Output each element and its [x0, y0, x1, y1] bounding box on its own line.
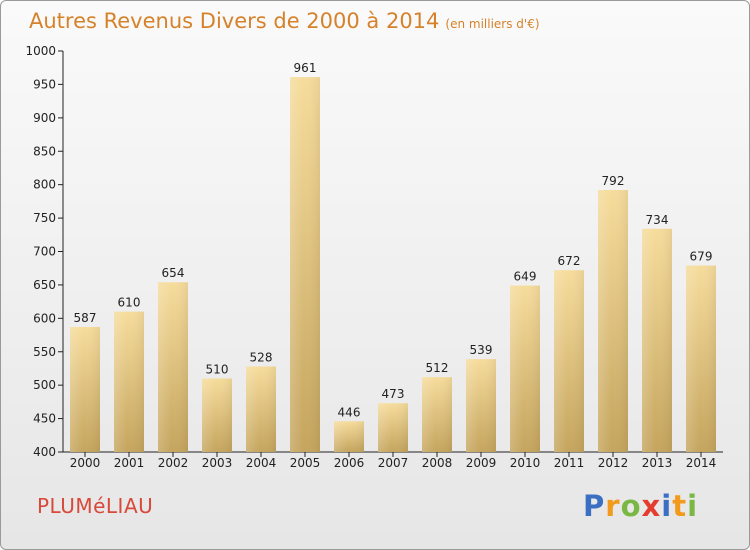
x-tick-label-2010: 2010: [510, 456, 541, 470]
bar-shine-2005: [290, 77, 320, 452]
bar-shine-2001: [114, 311, 144, 452]
city-name: PLUMéLIAU: [37, 494, 154, 518]
logo-letter: P: [583, 489, 606, 523]
y-tick-label: 1000: [25, 44, 56, 58]
logo-letter: i: [661, 489, 673, 523]
chart-units-note: (en milliers d'€): [445, 17, 540, 31]
bar-shine-2000: [70, 327, 100, 452]
data-label-2001: 610: [118, 296, 141, 310]
y-tick-label: 700: [33, 245, 56, 259]
bar-shine-2008: [422, 377, 452, 452]
bars: [70, 77, 716, 452]
x-tick-label-2008: 2008: [422, 456, 453, 470]
logo-letter: x: [641, 489, 662, 523]
data-label-2011: 672: [558, 254, 581, 268]
x-tick-label-2011: 2011: [554, 456, 585, 470]
y-tick-label: 850: [33, 144, 56, 158]
y-tick-label: 650: [33, 278, 56, 292]
data-label-2014: 679: [690, 250, 713, 264]
bar-shine-2013: [642, 228, 672, 452]
x-tick-label-2012: 2012: [598, 456, 629, 470]
chart-title: Autres Revenus Divers de 2000 à 2014: [29, 9, 440, 33]
bar-shine-2010: [510, 285, 540, 452]
bar-shine-2009: [466, 359, 496, 452]
bar-shine-2007: [378, 403, 408, 452]
logo-letter: o: [620, 489, 642, 523]
data-label-2003: 510: [206, 362, 229, 376]
data-label-2008: 512: [426, 361, 449, 375]
y-tick-label: 500: [33, 378, 56, 392]
data-labels: 587 610 654 510 528 961 446 473 512 539 649 672 792 7…: [74, 61, 713, 419]
logo-letter: t: [672, 489, 688, 523]
x-tick-label-2013: 2013: [642, 456, 673, 470]
logo-letter: r: [605, 489, 621, 523]
data-label-2012: 792: [602, 174, 625, 188]
data-label-2009: 539: [470, 343, 493, 357]
x-axis: 2000 2001 2002 2003 2004 2005 2006 2007 2008 2009…: [63, 451, 723, 470]
data-label-2005: 961: [294, 61, 317, 75]
bar-shine-2014: [686, 265, 716, 452]
data-label-2010: 649: [514, 270, 537, 284]
x-tick-label-2006: 2006: [334, 456, 365, 470]
x-tick-label-2009: 2009: [466, 456, 497, 470]
bar-shine-2002: [158, 282, 188, 452]
data-label-2006: 446: [338, 405, 361, 419]
y-tick-label: 550: [33, 345, 56, 359]
x-tick-label-2003: 2003: [202, 456, 233, 470]
x-tick-label-2007: 2007: [378, 456, 409, 470]
y-tick-label: 450: [33, 412, 56, 426]
bar-shine-2011: [554, 270, 584, 452]
chart-title-row: Autres Revenus Divers de 2000 à 2014 (en …: [29, 9, 540, 33]
logo-letter: i: [687, 489, 699, 523]
x-tick-label-2002: 2002: [158, 456, 189, 470]
data-label-2004: 528: [250, 350, 273, 364]
y-axis: 400 450 500 550 600 650 700 750 800 850 900 950 1000: [25, 44, 64, 459]
data-label-2002: 654: [162, 266, 185, 280]
y-tick-label: 600: [33, 311, 56, 325]
x-tick-label-2000: 2000: [70, 456, 101, 470]
bar-shine-2012: [598, 190, 628, 452]
data-label-2007: 473: [382, 387, 405, 401]
bar-shine-2004: [246, 366, 276, 452]
x-tick-label-2004: 2004: [246, 456, 277, 470]
y-tick-label: 900: [33, 111, 56, 125]
y-tick-label: 800: [33, 178, 56, 192]
x-tick-label-2005: 2005: [290, 456, 321, 470]
bar-shine-2003: [202, 378, 232, 452]
bar-shine-2006: [334, 421, 364, 452]
x-tick-label-2001: 2001: [114, 456, 145, 470]
y-tick-label: 950: [33, 77, 56, 91]
x-tick-label-2014: 2014: [686, 456, 717, 470]
data-label-2013: 734: [646, 213, 669, 227]
y-tick-label: 400: [33, 445, 56, 459]
y-tick-label: 750: [33, 211, 56, 225]
proxiti-logo: Proxiti: [583, 489, 698, 523]
data-label-2000: 587: [74, 311, 97, 325]
